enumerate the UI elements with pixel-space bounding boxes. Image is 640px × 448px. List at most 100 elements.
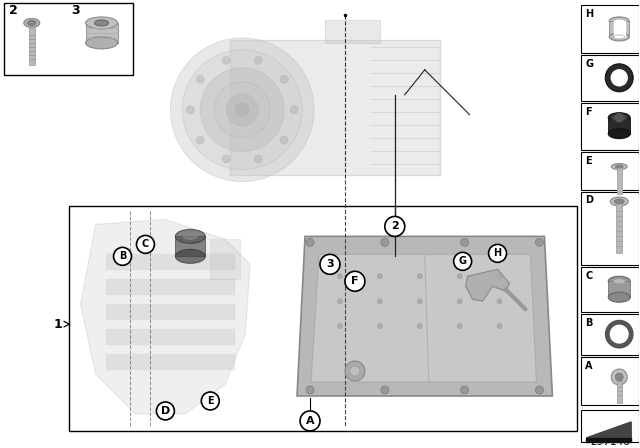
- Ellipse shape: [614, 35, 625, 39]
- Circle shape: [381, 238, 389, 246]
- Circle shape: [536, 386, 543, 394]
- Bar: [175, 237, 205, 256]
- Bar: [29, 27, 35, 65]
- Circle shape: [280, 75, 288, 83]
- Circle shape: [337, 274, 342, 279]
- Circle shape: [497, 274, 502, 279]
- Circle shape: [337, 299, 342, 304]
- Bar: [581, 191, 639, 265]
- Ellipse shape: [611, 197, 628, 206]
- Circle shape: [182, 50, 302, 169]
- Ellipse shape: [609, 17, 629, 25]
- Ellipse shape: [612, 115, 626, 120]
- Text: H: H: [586, 9, 593, 19]
- Ellipse shape: [86, 37, 118, 49]
- Polygon shape: [81, 220, 250, 414]
- Bar: [581, 357, 639, 405]
- Ellipse shape: [614, 19, 625, 23]
- Bar: [608, 281, 630, 297]
- Circle shape: [186, 106, 195, 114]
- Bar: [106, 329, 236, 345]
- Circle shape: [345, 361, 365, 381]
- Bar: [581, 314, 639, 355]
- Ellipse shape: [608, 113, 630, 123]
- Bar: [608, 118, 630, 134]
- Circle shape: [536, 238, 543, 246]
- Bar: [106, 254, 236, 270]
- Bar: [616, 203, 622, 254]
- Polygon shape: [466, 269, 509, 301]
- Ellipse shape: [609, 33, 629, 41]
- Text: C: C: [142, 239, 149, 250]
- Ellipse shape: [611, 164, 627, 169]
- Bar: [581, 267, 639, 312]
- Circle shape: [345, 271, 365, 291]
- Circle shape: [214, 82, 270, 138]
- Text: 1: 1: [54, 318, 63, 331]
- Text: B: B: [586, 318, 593, 328]
- Text: G: G: [459, 256, 467, 266]
- Bar: [581, 103, 639, 150]
- Text: E: E: [207, 396, 214, 406]
- Bar: [586, 438, 631, 442]
- Bar: [230, 40, 440, 175]
- Circle shape: [615, 114, 623, 122]
- Circle shape: [113, 247, 131, 265]
- Text: B: B: [119, 251, 126, 261]
- Text: E: E: [586, 155, 592, 166]
- Text: G: G: [586, 59, 593, 69]
- Ellipse shape: [613, 279, 625, 284]
- Polygon shape: [311, 254, 536, 382]
- Bar: [106, 304, 236, 320]
- Bar: [106, 279, 236, 295]
- Bar: [609, 21, 629, 37]
- Circle shape: [378, 299, 382, 304]
- Circle shape: [611, 369, 627, 385]
- Circle shape: [196, 75, 204, 83]
- Circle shape: [222, 155, 230, 163]
- Bar: [211, 239, 240, 279]
- Circle shape: [497, 323, 502, 329]
- Polygon shape: [297, 237, 552, 396]
- Circle shape: [454, 252, 472, 270]
- Circle shape: [254, 155, 262, 163]
- Circle shape: [381, 386, 389, 394]
- Circle shape: [611, 70, 627, 86]
- Circle shape: [320, 254, 340, 274]
- Bar: [581, 410, 639, 442]
- Circle shape: [378, 323, 382, 329]
- Circle shape: [337, 323, 342, 329]
- Bar: [106, 354, 236, 370]
- Text: 297146: 297146: [590, 437, 630, 447]
- Text: F: F: [351, 276, 358, 286]
- Circle shape: [417, 323, 422, 329]
- Circle shape: [378, 274, 382, 279]
- Ellipse shape: [24, 18, 40, 27]
- Text: 3: 3: [71, 4, 80, 17]
- Circle shape: [417, 274, 422, 279]
- Text: A: A: [586, 361, 593, 371]
- Bar: [4, 3, 134, 75]
- Bar: [617, 167, 621, 194]
- Text: D: D: [161, 406, 170, 416]
- Bar: [86, 23, 118, 43]
- Ellipse shape: [608, 276, 630, 286]
- Circle shape: [488, 244, 506, 263]
- Circle shape: [461, 386, 468, 394]
- Ellipse shape: [95, 20, 109, 26]
- Circle shape: [280, 136, 288, 144]
- Text: 2: 2: [391, 221, 399, 232]
- Circle shape: [202, 392, 220, 410]
- Text: F: F: [586, 107, 592, 117]
- Circle shape: [156, 402, 174, 420]
- Text: A: A: [306, 416, 314, 426]
- Bar: [325, 20, 380, 43]
- Text: 3: 3: [326, 259, 334, 269]
- Bar: [581, 5, 639, 53]
- Ellipse shape: [614, 199, 624, 204]
- Ellipse shape: [175, 250, 205, 263]
- Circle shape: [196, 136, 204, 144]
- Circle shape: [200, 68, 284, 151]
- Bar: [68, 207, 577, 431]
- Bar: [581, 151, 639, 190]
